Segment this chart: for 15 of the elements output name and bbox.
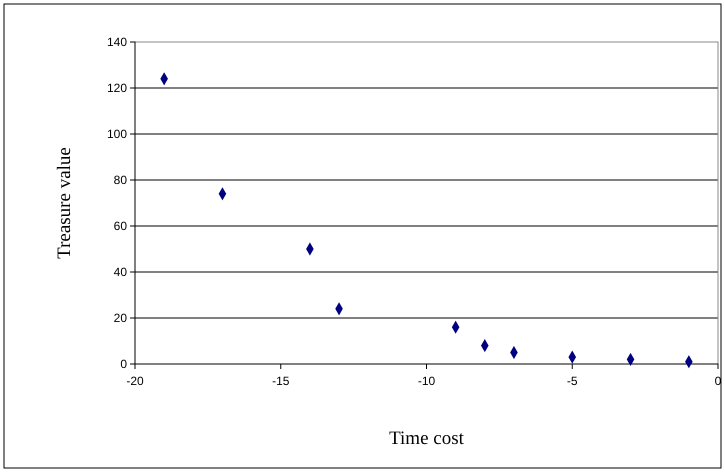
y-tick-label: 140 (106, 34, 128, 49)
y-axis-title: Treasure value (54, 147, 75, 259)
y-tick-label: 20 (114, 310, 128, 325)
y-tick-label: 0 (120, 356, 128, 371)
x-axis-title: Time cost (389, 428, 465, 449)
y-tick-label: 60 (114, 218, 128, 233)
x-tick-label: -15 (272, 374, 290, 388)
y-tick-label: 100 (106, 126, 128, 141)
x-tick-label: 0 (714, 374, 722, 388)
x-tick-label: -10 (418, 374, 436, 388)
x-tick-label: -20 (126, 374, 144, 388)
y-tick-label: 40 (114, 264, 128, 279)
y-tick-label: 80 (114, 172, 128, 187)
y-tick-label: 120 (106, 80, 128, 95)
x-tick-label: -5 (566, 374, 578, 388)
